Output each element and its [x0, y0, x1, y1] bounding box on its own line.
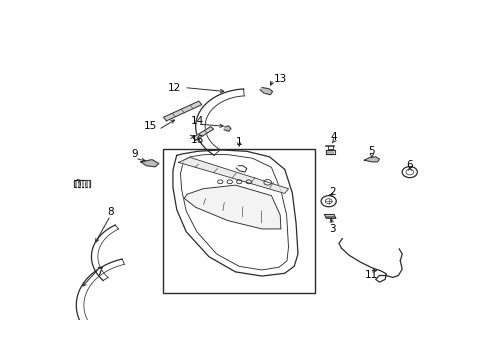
- Polygon shape: [260, 87, 272, 95]
- Text: 12: 12: [168, 82, 181, 93]
- Text: 2: 2: [328, 186, 335, 197]
- Text: 1: 1: [235, 136, 242, 147]
- Polygon shape: [141, 159, 159, 167]
- Text: 15: 15: [143, 121, 157, 131]
- Polygon shape: [192, 127, 213, 140]
- Polygon shape: [364, 157, 379, 162]
- Bar: [163, 149, 314, 293]
- Polygon shape: [184, 185, 280, 229]
- Text: 16: 16: [190, 135, 204, 145]
- Text: 5: 5: [368, 146, 374, 156]
- Text: 7: 7: [96, 267, 102, 277]
- Text: 13: 13: [274, 74, 287, 84]
- Polygon shape: [178, 157, 288, 193]
- Text: 9: 9: [131, 149, 138, 159]
- Polygon shape: [324, 215, 335, 219]
- Polygon shape: [163, 101, 202, 121]
- Polygon shape: [74, 180, 89, 187]
- Text: 4: 4: [330, 132, 337, 143]
- Text: 14: 14: [190, 116, 204, 126]
- Text: 10: 10: [73, 180, 86, 190]
- Polygon shape: [224, 126, 230, 131]
- Text: 8: 8: [107, 207, 114, 217]
- Text: 11: 11: [365, 270, 378, 280]
- Text: 3: 3: [328, 224, 335, 234]
- Text: 6: 6: [406, 160, 412, 170]
